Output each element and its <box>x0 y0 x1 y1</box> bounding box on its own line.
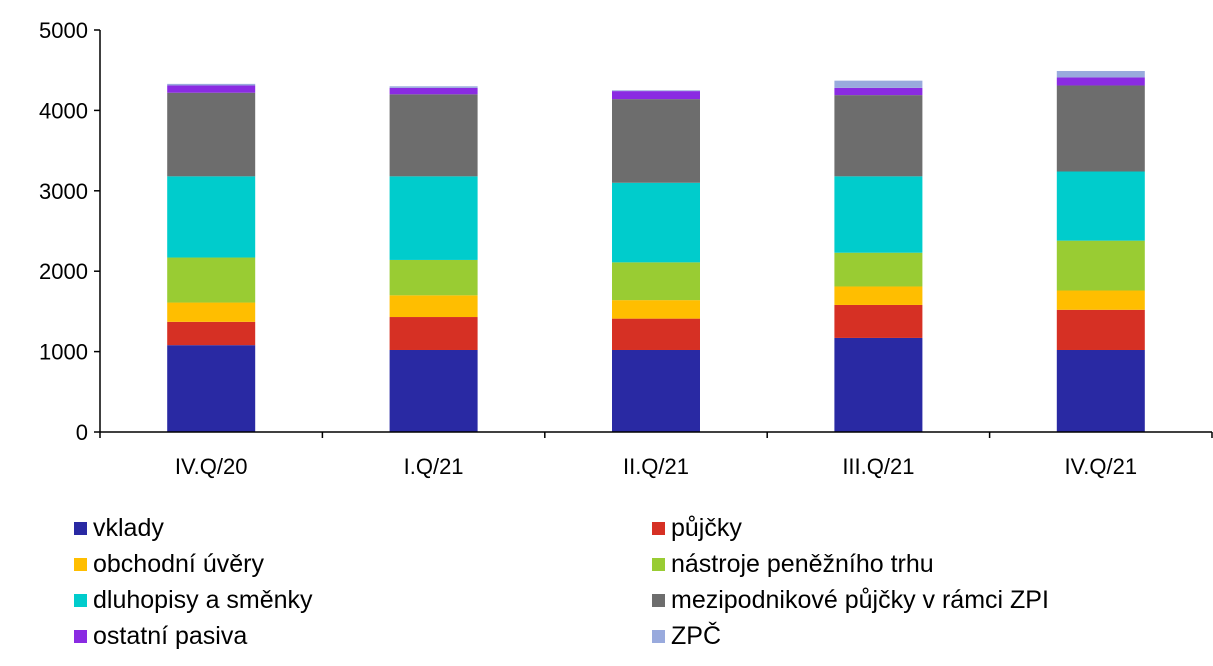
bar-segment <box>612 182 700 263</box>
legend-item: dluhopisy a směnky <box>74 584 313 616</box>
legend-swatch <box>652 521 665 535</box>
bar-segment <box>167 92 256 177</box>
bar-segment <box>167 321 256 346</box>
y-tick-label: 1000 <box>39 340 88 365</box>
legend-swatch <box>74 557 87 571</box>
bar-stack <box>389 86 478 432</box>
bar-segment <box>834 95 923 177</box>
axes-layer: 0 1000 2000 3000 4000 5000 IV.Q/20 I.Q/21 II.Q/2… <box>39 18 1213 479</box>
bar-segment <box>167 85 256 93</box>
bar-stack <box>834 80 923 432</box>
y-tick-label: 5000 <box>39 18 88 43</box>
legend-label: nástroje peněžního trhu <box>671 549 934 578</box>
bar-segment <box>1056 171 1145 241</box>
legend-swatch <box>652 629 665 643</box>
legend-swatch <box>74 629 87 643</box>
bar-segment <box>389 86 478 88</box>
x-tick-label: II.Q/21 <box>623 454 689 479</box>
stacked-bar-chart: 0 1000 2000 3000 4000 5000 IV.Q/20 I.Q/21 II.Q/2… <box>39 18 1213 479</box>
bar-segment <box>1056 309 1145 350</box>
x-tick-label: IV.Q/20 <box>175 454 248 479</box>
x-tick-label: I.Q/21 <box>404 454 464 479</box>
bar-stack <box>612 90 700 432</box>
legend-swatch <box>74 521 87 535</box>
bar-segment <box>389 349 478 432</box>
legend-label: mezipodnikové půjčky v rámci ZPI <box>671 585 1049 614</box>
legend-item: mezipodnikové půjčky v rámci ZPI <box>652 584 1049 616</box>
bar-stack <box>1056 71 1145 432</box>
bar-segment <box>1056 85 1145 172</box>
bar-segment <box>1056 290 1145 310</box>
bar-segment <box>1056 77 1145 86</box>
bar-segment <box>167 302 256 322</box>
legend-item: ZPČ <box>652 620 721 652</box>
bar-segment <box>389 87 478 95</box>
legend-swatch <box>652 557 665 571</box>
bar-segment <box>389 295 478 318</box>
bar-segment <box>612 300 700 319</box>
bar-segment <box>612 90 700 92</box>
legend-item: půjčky <box>652 512 742 544</box>
bar-segment <box>1056 240 1145 291</box>
legend-label: ZPČ <box>671 621 721 650</box>
bar-segment <box>834 252 923 287</box>
bar-segment <box>612 91 700 100</box>
legend: vklady půjčky obchodní úvěry nástroje peněž… <box>0 508 1213 666</box>
bar-segment <box>834 87 923 96</box>
legend-item: nástroje peněžního trhu <box>652 548 934 580</box>
bar-segment <box>1056 349 1145 432</box>
legend-label: ostatní pasiva <box>93 621 248 650</box>
bars-layer <box>167 71 1145 432</box>
y-tick-label: 3000 <box>39 179 88 204</box>
bar-segment <box>167 257 256 303</box>
bar-segment <box>834 337 923 432</box>
bar-segment <box>389 94 478 177</box>
y-tick-label: 4000 <box>39 98 88 123</box>
legend-label: obchodní úvěry <box>93 549 264 578</box>
legend-item: vklady <box>74 512 164 544</box>
bar-segment <box>612 349 700 432</box>
bar-segment <box>834 80 923 88</box>
bar-stack <box>167 83 256 432</box>
bar-segment <box>834 176 923 253</box>
legend-swatch <box>74 593 87 607</box>
bar-segment <box>834 286 923 305</box>
bar-segment <box>612 262 700 301</box>
bar-segment <box>389 317 478 350</box>
bar-segment <box>167 176 256 258</box>
x-tick-label: III.Q/21 <box>842 454 914 479</box>
bar-segment <box>1056 71 1145 78</box>
y-tick-label: 0 <box>76 420 88 445</box>
bar-segment <box>612 318 700 350</box>
bar-segment <box>167 345 256 432</box>
bar-segment <box>389 176 478 260</box>
y-tick-label: 2000 <box>39 259 88 284</box>
x-tick-label: IV.Q/21 <box>1065 454 1138 479</box>
legend-item: ostatní pasiva <box>74 620 247 652</box>
bar-segment <box>389 259 478 296</box>
legend-label: dluhopisy a směnky <box>93 585 313 614</box>
bar-segment <box>167 83 256 86</box>
legend-item: obchodní úvěry <box>74 548 264 580</box>
legend-swatch <box>652 593 665 607</box>
bar-segment <box>834 304 923 338</box>
legend-label: půjčky <box>671 513 742 542</box>
bar-segment <box>612 99 700 183</box>
legend-label: vklady <box>93 513 164 542</box>
